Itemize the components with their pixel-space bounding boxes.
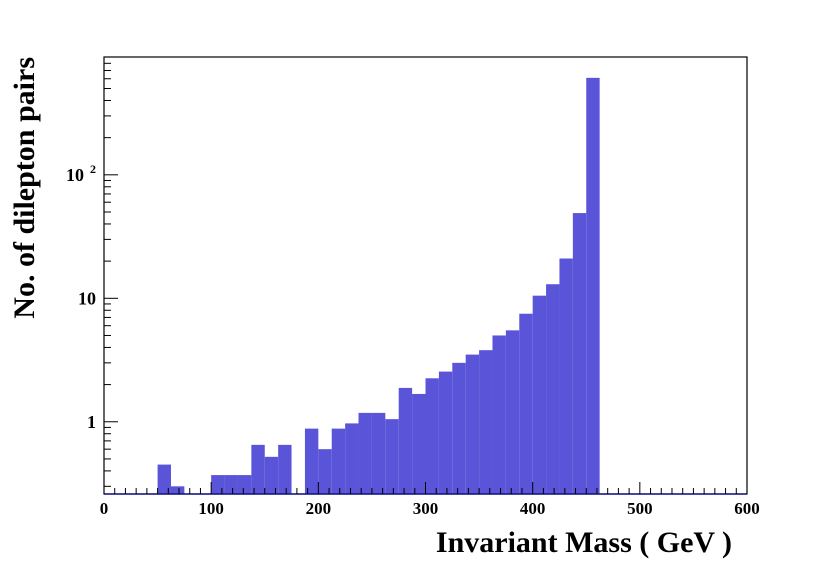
- y-tick-label: 10: [78, 288, 96, 308]
- histogram-bar: [318, 449, 332, 494]
- y-axis-tick-labels: 1 10 10 2: [66, 162, 96, 432]
- y-tick-label: 10: [66, 165, 84, 185]
- histogram-bar: [170, 486, 185, 494]
- histogram-bar: [398, 387, 413, 494]
- histogram-bar: [331, 428, 346, 494]
- histogram-bar: [211, 475, 225, 494]
- histogram-bar: [385, 419, 399, 494]
- histogram-bar: [465, 354, 480, 494]
- histogram-bar: [304, 428, 319, 494]
- histogram-bar: [452, 362, 466, 494]
- histogram-bar: [438, 371, 453, 494]
- histogram-bar: [479, 350, 493, 494]
- histogram-bar: [157, 464, 171, 494]
- x-tick-label: 100: [198, 499, 224, 518]
- x-tick-label: 200: [306, 499, 332, 518]
- histogram-bar: [264, 456, 279, 494]
- x-tick-label: 0: [100, 499, 109, 518]
- histogram-bar: [519, 313, 533, 494]
- x-axis-title: Invariant Mass ( GeV ): [436, 526, 732, 559]
- histogram-bar: [278, 444, 292, 494]
- x-tick-label: 400: [520, 499, 546, 518]
- x-axis-tick-labels: 0 100 200 300 400 500 600: [100, 499, 760, 518]
- histogram-bar: [572, 213, 587, 495]
- histogram-bar: [532, 295, 547, 494]
- x-axis-ticks: [103, 482, 748, 494]
- x-tick-label: 300: [413, 499, 439, 518]
- x-tick-label: 500: [627, 499, 653, 518]
- histogram-bar: [412, 393, 426, 494]
- histogram-bar: [505, 330, 520, 494]
- y-axis-ticks: [104, 56, 118, 487]
- histogram-bar: [586, 77, 600, 494]
- histogram-bar: [358, 412, 372, 494]
- histogram-bars: [157, 77, 600, 495]
- y-axis-title: No. of dilepton pairs: [8, 57, 41, 319]
- histogram-bar: [237, 475, 252, 494]
- x-tick-label: 600: [734, 499, 760, 518]
- histogram-bar: [251, 444, 265, 494]
- y-tick-exponent: 2: [90, 162, 96, 176]
- histogram-bar: [546, 284, 560, 494]
- histogram-bar: [371, 412, 386, 494]
- histogram-bar: [224, 475, 238, 494]
- y-tick-label: 1: [87, 412, 96, 432]
- histogram-bar: [492, 335, 506, 494]
- histogram-bar: [559, 258, 573, 494]
- histogram-bar: [345, 423, 359, 494]
- histogram-bar: [425, 378, 439, 494]
